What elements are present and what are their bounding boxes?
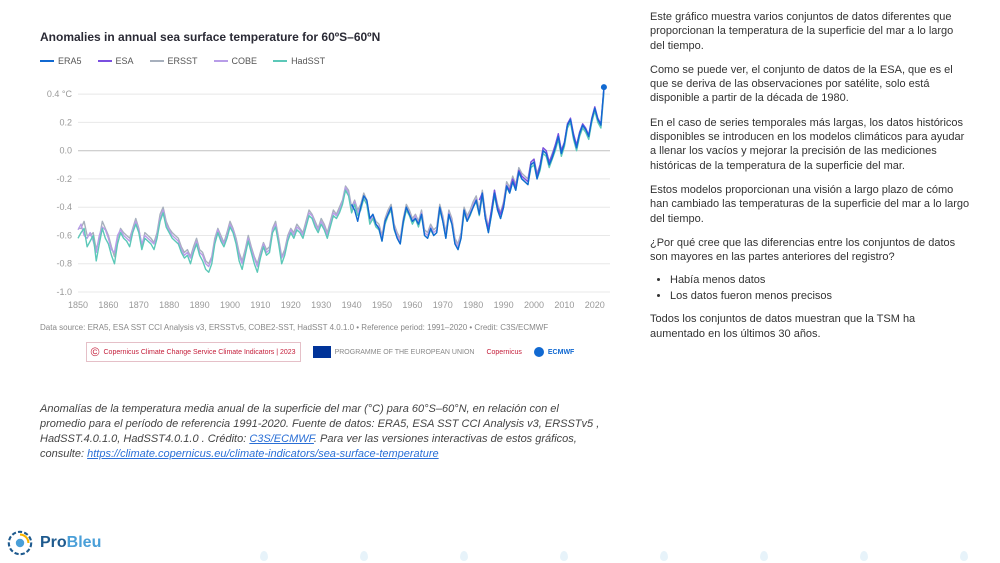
bullet-1: Había menos datos [670,274,970,286]
svg-text:1930: 1930 [311,300,331,310]
credit-eu-text: PROGRAMME OF THE EUROPEAN UNION [335,349,475,356]
caption-credit-link[interactable]: C3S/ECMWF [249,433,314,445]
probleu-logo: ProBleu [6,529,101,557]
logo-bleu: Bleu [67,534,102,551]
legend-label: COBE [232,56,258,66]
svg-text:2000: 2000 [524,300,544,310]
svg-text:-0.4: -0.4 [56,202,72,212]
svg-text:1900: 1900 [220,300,240,310]
legend-label: ERA5 [58,56,82,66]
credit-copernicus-text: Copernicus Climate Change Service Climat… [104,349,296,356]
para-4: Estos modelos proporcionan una visión a … [650,183,970,226]
legend-item-era5: ERA5 [40,56,82,66]
sst-chart: -1.0 -0.8 -0.6 -0.4 -0.2 0.0 0.2 0.4 °C 1850 1860… [40,74,620,314]
chart-caption: Anomalías de la temperatura media anual … [40,402,620,461]
legend-label: ESA [116,56,134,66]
credits-bar: © Copernicus Climate Change Service Clim… [40,342,620,362]
svg-text:-0.8: -0.8 [56,259,72,269]
legend-swatch [214,60,228,62]
para-2: Como se puede ver, el conjunto de datos … [650,63,970,106]
chart-legend: ERA5 ESA ERSST COBE HadSST [40,56,620,66]
credit-ecmwf: ECMWF [534,347,574,357]
legend-swatch [150,60,164,62]
svg-text:0.4 °C: 0.4 °C [47,89,73,99]
svg-text:-1.0: -1.0 [56,287,72,297]
legend-swatch [98,60,112,62]
svg-text:1980: 1980 [463,300,483,310]
legend-swatch [40,60,54,62]
svg-text:1890: 1890 [190,300,210,310]
right-panel: Este gráfico muestra varios conjuntos de… [640,0,1000,563]
svg-text:1940: 1940 [342,300,362,310]
svg-text:2010: 2010 [554,300,574,310]
legend-swatch [273,60,287,62]
bullet-2: Los datos fueron menos precisos [670,290,970,302]
svg-text:1970: 1970 [433,300,453,310]
svg-text:1920: 1920 [281,300,301,310]
svg-text:0.2: 0.2 [59,117,72,127]
legend-item-esa: ESA [98,56,134,66]
credit-copernicus: © Copernicus Climate Change Service Clim… [86,342,301,362]
caption-url-link[interactable]: https://climate.copernicus.eu/climate-in… [87,448,439,460]
svg-text:1850: 1850 [68,300,88,310]
svg-text:1880: 1880 [159,300,179,310]
chart-source: Data source: ERA5, ESA SST CCI Analysis … [40,323,620,332]
para-5: ¿Por qué cree que las diferencias entre … [650,236,970,265]
svg-text:1950: 1950 [372,300,392,310]
probleu-logo-icon [6,529,34,557]
legend-item-ersst: ERSST [150,56,198,66]
svg-text:2020: 2020 [585,300,605,310]
svg-text:1910: 1910 [250,300,270,310]
svg-text:1860: 1860 [98,300,118,310]
bullet-list: Había menos datos Los datos fueron menos… [670,274,970,302]
svg-text:1990: 1990 [494,300,514,310]
svg-text:1870: 1870 [129,300,149,310]
para-1: Este gráfico muestra varios conjuntos de… [650,10,970,53]
credit-ecmwf-text: ECMWF [548,349,574,356]
logo-pro: Pro [40,534,67,551]
legend-item-hadsst: HadSST [273,56,325,66]
svg-text:0.0: 0.0 [59,146,72,156]
credit-eu: PROGRAMME OF THE EUROPEAN UNION [313,346,475,358]
credit-copernicus2: Copernicus [486,349,521,356]
svg-text:-0.2: -0.2 [56,174,72,184]
para-3: En el caso de series temporales más larg… [650,116,970,173]
para-6: Todos los conjuntos de datos muestran qu… [650,312,970,341]
legend-item-cobe: COBE [214,56,258,66]
legend-label: ERSST [168,56,198,66]
chart-title: Anomalies in annual sea surface temperat… [40,30,620,44]
svg-text:-0.6: -0.6 [56,230,72,240]
svg-text:1960: 1960 [402,300,422,310]
legend-label: HadSST [291,56,325,66]
